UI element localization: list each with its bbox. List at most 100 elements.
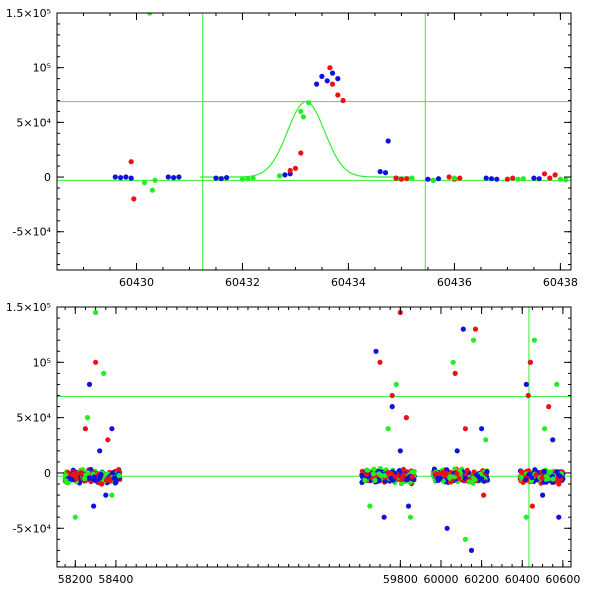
bottom-panel-green-point (554, 381, 560, 387)
top-panel-blue-point (382, 170, 389, 176)
bottom-panel-cloud-point (475, 473, 481, 479)
bottom-panel: -5×10⁴ 0 5×10⁴ 10⁵ 1.5×10⁵ 58200 58400 59800 600… (6, 301, 580, 586)
bottom-panel-ytick-label: 1.5×10⁵ (6, 301, 51, 314)
bottom-panel-axes: -5×10⁴ 0 5×10⁴ 10⁵ 1.5×10⁵ 58200 58400 59800 600… (6, 301, 580, 586)
bottom-panel-cloud-point (484, 469, 490, 475)
bottom-panel-green-point (483, 437, 489, 443)
bottom-panel-cloud-point (546, 469, 552, 475)
top-panel-blue-point (213, 175, 219, 181)
bottom-panel-blue-point (556, 514, 562, 520)
top-panel-red-point (327, 65, 333, 71)
bottom-panel-red-point (481, 492, 487, 498)
top-panel-red-point (287, 167, 293, 174)
top-panel-green-point (563, 177, 569, 183)
bottom-panel-reference-lines (57, 307, 571, 567)
bottom-panel-cloud-point (454, 471, 460, 477)
top-panel-blue-point (314, 81, 320, 87)
top-panel-blue-point (128, 175, 134, 181)
bottom-panel-cloud-point (442, 473, 448, 479)
top-panel-blue-point (329, 70, 336, 76)
bottom-panel-cloud-point (359, 472, 365, 478)
bottom-panel-ytick-label: 10⁵ (33, 356, 51, 369)
bottom-panel-cloud-point (116, 472, 122, 479)
top-panel-green-point (149, 187, 155, 193)
bottom-panel-points (62, 309, 566, 554)
top-panel-blue-point (425, 176, 431, 182)
top-panel-red-point (131, 196, 137, 202)
bottom-panel-cloud-point (447, 479, 453, 485)
bottom-panel-green-point (470, 337, 477, 343)
bottom-panel-blue-point (405, 503, 412, 509)
bottom-panel-blue-point (479, 426, 485, 432)
top-panel-xtick-label: 60432 (225, 276, 260, 289)
top-panel-axes: -5×10⁴ 0 5×10⁴ 10⁵ 1.5×10⁵ 60430 60432 60434 604… (6, 7, 578, 289)
top-panel-green-point (239, 176, 246, 182)
bottom-panel-cloud-point (522, 476, 529, 483)
top-panel-red-point (335, 92, 341, 98)
top-panel-red-point (404, 176, 410, 182)
bottom-panel-green-point (72, 514, 78, 520)
bottom-panel-blue-point (540, 492, 546, 498)
bottom-panel-cloud-point (385, 470, 391, 476)
top-panel-blue-point (176, 174, 182, 180)
bottom-panel-cloud-point (103, 477, 110, 483)
top-panel-green-point (430, 177, 436, 183)
bottom-panel-red-point (529, 503, 536, 509)
bottom-panel-green-point (542, 426, 548, 432)
top-panel-ytick-label: 5×10⁴ (16, 116, 51, 129)
bottom-panel-cloud-point (433, 471, 439, 477)
top-panel-red-point (541, 171, 548, 177)
bottom-panel-green-point (462, 536, 468, 542)
bottom-panel-cloud-point (539, 475, 545, 481)
bottom-panel-xtick-label: 58400 (98, 573, 133, 586)
top-panel-blue-point (494, 176, 500, 182)
top-panel-red-point (292, 165, 299, 171)
bottom-panel-red-point (93, 359, 99, 365)
bottom-panel-cloud-point (78, 470, 84, 476)
bottom-panel-green-point (393, 381, 399, 387)
top-panel-red-point (329, 81, 336, 87)
top-panel-green-point (147, 13, 153, 16)
bottom-panel-cloud-point (376, 477, 382, 483)
top-panel-red-point (393, 175, 399, 181)
bottom-panel-cloud-point (404, 477, 410, 483)
top-panel-blue-point (319, 73, 325, 79)
top-panel-ytick-label: 0 (44, 171, 51, 184)
bottom-panel-xtick-label: 60000 (423, 573, 458, 586)
bottom-panel-green-point (385, 426, 391, 432)
top-panel-green-point (152, 177, 158, 183)
bottom-panel-green-point (450, 359, 456, 365)
top-panel-reference-lines (57, 13, 571, 270)
bottom-panel-cloud-point (472, 477, 478, 483)
bottom-panel-blue-point (460, 326, 466, 332)
bottom-panel-red-point (403, 415, 409, 421)
top-panel: -5×10⁴ 0 5×10⁴ 10⁵ 1.5×10⁵ 60430 60432 60434 604… (6, 7, 578, 289)
bottom-panel-blue-point (389, 404, 395, 410)
bottom-panel-green-point (109, 492, 115, 498)
top-panel-red-point (340, 97, 346, 104)
bottom-panel-xtick-label: 60600 (545, 573, 580, 586)
bottom-panel-xtick-label: 58200 (58, 573, 93, 586)
bottom-panel-cloud-point (82, 476, 88, 482)
top-panel-model-curve (200, 100, 412, 178)
bottom-panel-blue-point (550, 437, 556, 443)
top-panel-red-point (547, 175, 553, 181)
bottom-panel-cloud-point (86, 475, 92, 481)
top-panel-red-point (446, 174, 452, 180)
bottom-panel-cloud-point (91, 474, 97, 480)
bottom-panel-blue-point (373, 348, 379, 354)
bottom-panel-cloud-point (371, 466, 377, 472)
bottom-panel-xtick-label: 60200 (464, 573, 499, 586)
top-panel-green-point (141, 179, 147, 186)
bottom-panel-ytick-label: 0 (44, 467, 51, 480)
top-panel-blue-point (171, 175, 177, 181)
bottom-panel-cloud-point (533, 472, 539, 478)
bottom-panel-red-point (82, 426, 88, 432)
top-panel-blue-point (118, 175, 124, 181)
bottom-panel-green-point (93, 309, 99, 316)
bottom-panel-cloud-point (362, 477, 368, 483)
top-panel-blue-point (123, 174, 129, 180)
bottom-panel-cloud-point (550, 476, 556, 482)
bottom-panel-cloud-point (557, 473, 563, 479)
